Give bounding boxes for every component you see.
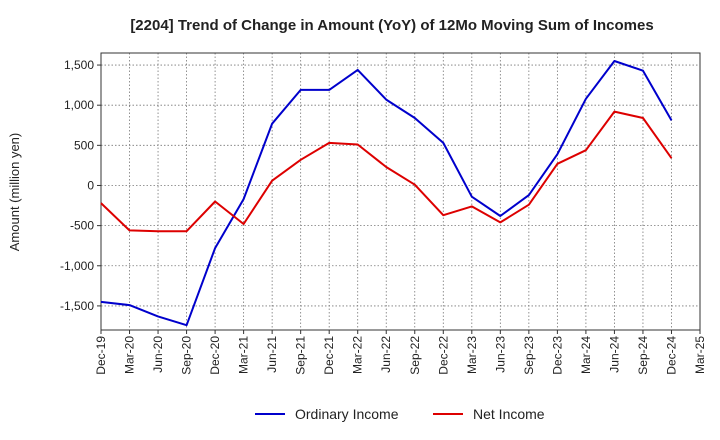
series-line-net-income [100, 110, 673, 233]
x-tick-label: Dec-21 [322, 336, 336, 375]
legend-label: Ordinary Income [295, 406, 399, 422]
y-axis: -1,500 -1,000 -500 0 500 1,000 1,500 [60, 58, 101, 313]
y-tick-label: -500 [70, 219, 94, 233]
grid [100, 53, 701, 330]
y-tick-label: 1,500 [64, 58, 94, 72]
x-tick-label: Sep-22 [408, 336, 422, 375]
y-tick-label: -1,000 [60, 259, 94, 273]
x-tick-label: Mar-25 [693, 336, 707, 374]
x-tick-label: Jun-23 [493, 336, 507, 373]
x-tick-label: Mar-21 [237, 336, 251, 374]
y-tick-label: -1,500 [60, 299, 94, 313]
x-tick-label: Mar-20 [123, 336, 137, 374]
y-axis-label: Amount (million yen) [7, 133, 22, 252]
x-tick-label: Jun-22 [379, 336, 393, 373]
series-line-ordinary-income [100, 60, 673, 327]
x-tick-label: Dec-22 [436, 336, 450, 375]
x-tick-label: Dec-19 [94, 336, 108, 375]
x-tick-label: Dec-24 [664, 336, 678, 375]
y-tick-label: 1,000 [64, 98, 94, 112]
y-tick-label: 0 [87, 178, 94, 192]
x-tick-label: Dec-20 [208, 336, 222, 375]
x-tick-label: Sep-20 [180, 336, 194, 375]
x-tick-label: Jun-20 [151, 336, 165, 373]
x-axis: Dec-19 Mar-20 Jun-20 Sep-20 Dec-20 Mar-21 Jun-… [94, 330, 707, 375]
x-tick-label: Jun-24 [607, 336, 621, 373]
x-tick-label: Jun-21 [265, 336, 279, 373]
series-lines [100, 60, 673, 327]
x-tick-label: Mar-22 [351, 336, 365, 374]
x-tick-label: Sep-21 [294, 336, 308, 375]
x-tick-label: Sep-23 [522, 336, 536, 375]
x-tick-label: Sep-24 [636, 336, 650, 375]
x-tick-label: Mar-23 [465, 336, 479, 374]
chart-title: [2204] Trend of Change in Amount (YoY) o… [130, 17, 653, 34]
legend-label: Net Income [473, 406, 545, 422]
x-tick-label: Mar-24 [579, 336, 593, 374]
plot-frame [100, 52, 701, 331]
x-tick-label: Dec-23 [550, 336, 564, 375]
legend: Ordinary Income Net Income [255, 406, 545, 422]
y-tick-label: 500 [74, 138, 94, 152]
